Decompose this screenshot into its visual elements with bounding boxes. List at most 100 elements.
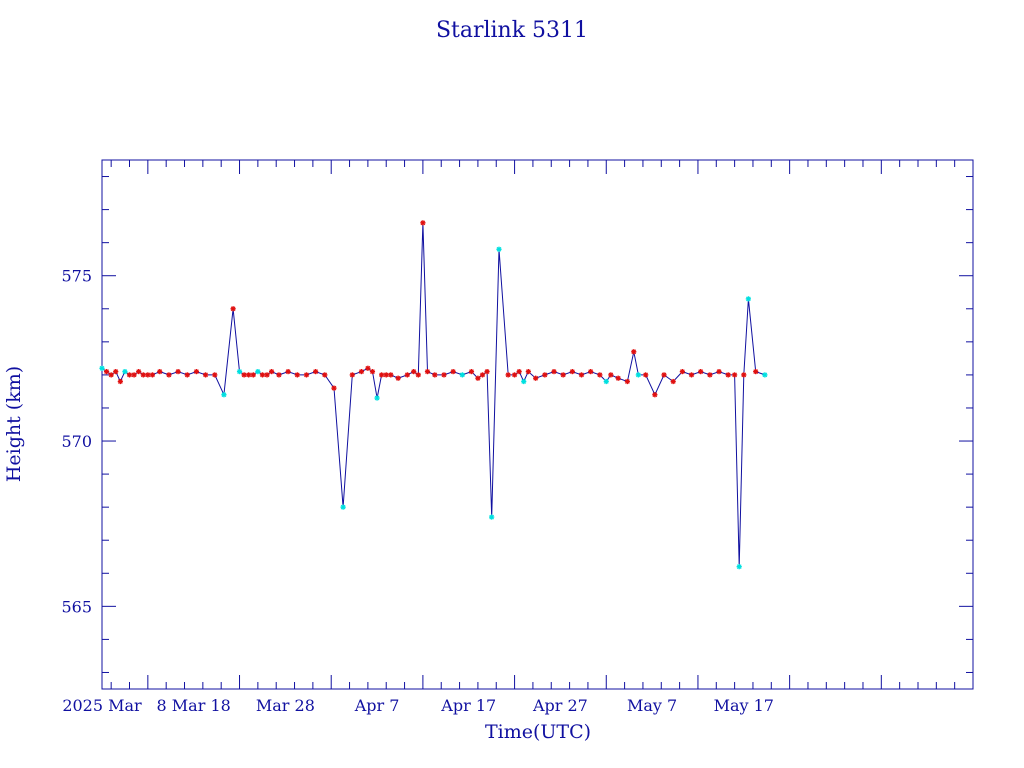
data-point (103, 369, 110, 375)
x-tick-label: May 17 (714, 696, 774, 715)
chart-title: Starlink 5311 (436, 18, 588, 43)
data-point (322, 372, 328, 378)
data-point (603, 378, 609, 385)
data-point (732, 372, 738, 378)
data-point (551, 369, 557, 375)
data-point (597, 372, 603, 378)
x-axis-label: Time(UTC) (485, 721, 591, 743)
data-point (246, 372, 252, 378)
data-point (608, 372, 614, 378)
series-points (99, 220, 768, 570)
x-tick-label: May 7 (627, 696, 677, 715)
data-point (698, 369, 704, 375)
data-point (415, 372, 421, 378)
data-point (624, 378, 630, 385)
data-point (117, 378, 123, 385)
data-point (388, 372, 394, 378)
data-point (560, 372, 566, 378)
data-point (157, 369, 163, 375)
data-point (468, 369, 475, 375)
data-point (741, 372, 747, 378)
x-tick-label: Apr 17 (440, 696, 496, 715)
data-point (745, 296, 751, 302)
data-point (643, 372, 649, 378)
y-tick-label: 570 (61, 432, 92, 451)
data-point (525, 369, 531, 375)
data-point (753, 369, 759, 375)
data-point (255, 369, 261, 375)
data-point (374, 395, 380, 401)
data-point (533, 375, 539, 381)
data-point (269, 369, 275, 375)
data-point (365, 365, 371, 371)
data-point (230, 306, 236, 312)
data-point (459, 372, 465, 378)
data-point (149, 372, 156, 378)
data-point (670, 378, 676, 385)
data-point (424, 369, 431, 375)
y-tick-label: 565 (61, 597, 92, 616)
y-axis-tick-labels: 565 570 575 (61, 267, 92, 617)
data-point (489, 514, 495, 520)
x-tick-label: Apr 7 (354, 696, 400, 715)
data-point (441, 372, 447, 378)
data-point (99, 365, 105, 371)
data-point (484, 369, 490, 375)
x-tick-label: 2025 Mar (62, 696, 142, 715)
data-point (303, 372, 310, 378)
data-point (661, 372, 667, 378)
data-point (475, 375, 481, 381)
data-point (505, 372, 511, 378)
data-point (652, 392, 658, 398)
data-point (349, 372, 355, 378)
x-tick-label: Apr 27 (532, 696, 588, 715)
data-point (358, 369, 365, 375)
data-point (193, 369, 200, 375)
data-point (404, 372, 410, 378)
y-axis-ticks (102, 176, 973, 673)
data-point (236, 369, 243, 375)
data-point (264, 372, 270, 378)
data-point (145, 372, 151, 378)
x-tick-label: 8 Mar 18 (157, 696, 231, 715)
data-point (411, 369, 417, 375)
data-point (175, 369, 181, 375)
data-point (122, 369, 128, 375)
data-point (588, 369, 594, 375)
data-point (369, 369, 376, 375)
data-point (635, 372, 641, 378)
data-point (379, 372, 385, 378)
data-point (716, 369, 722, 375)
data-point (542, 372, 548, 378)
data-point (725, 372, 731, 378)
data-point (166, 372, 172, 378)
data-point (521, 378, 527, 385)
x-axis-tick-labels: 2025 Mar 8 Mar 18 Mar 28 Apr 7 Apr 17 Apr 27 M… (62, 696, 774, 715)
data-point (420, 220, 426, 226)
data-point (250, 372, 256, 378)
data-point (294, 372, 300, 378)
data-point (221, 392, 227, 398)
data-point (450, 369, 456, 375)
data-point (511, 372, 518, 378)
data-point (631, 349, 637, 355)
data-point (131, 372, 137, 378)
data-point (383, 372, 389, 378)
data-point (259, 372, 266, 378)
data-point (516, 369, 522, 375)
data-point (569, 369, 575, 375)
data-point (479, 372, 486, 378)
data-point (276, 372, 282, 378)
data-point (395, 375, 401, 381)
x-tick-label: Mar 28 (256, 696, 315, 715)
data-point (707, 372, 713, 378)
data-point (241, 372, 247, 378)
data-point (496, 246, 502, 252)
data-point (331, 385, 337, 391)
data-point (679, 369, 685, 375)
data-point (762, 372, 768, 378)
data-point (432, 372, 438, 378)
data-point (203, 372, 209, 378)
data-point (184, 372, 190, 378)
